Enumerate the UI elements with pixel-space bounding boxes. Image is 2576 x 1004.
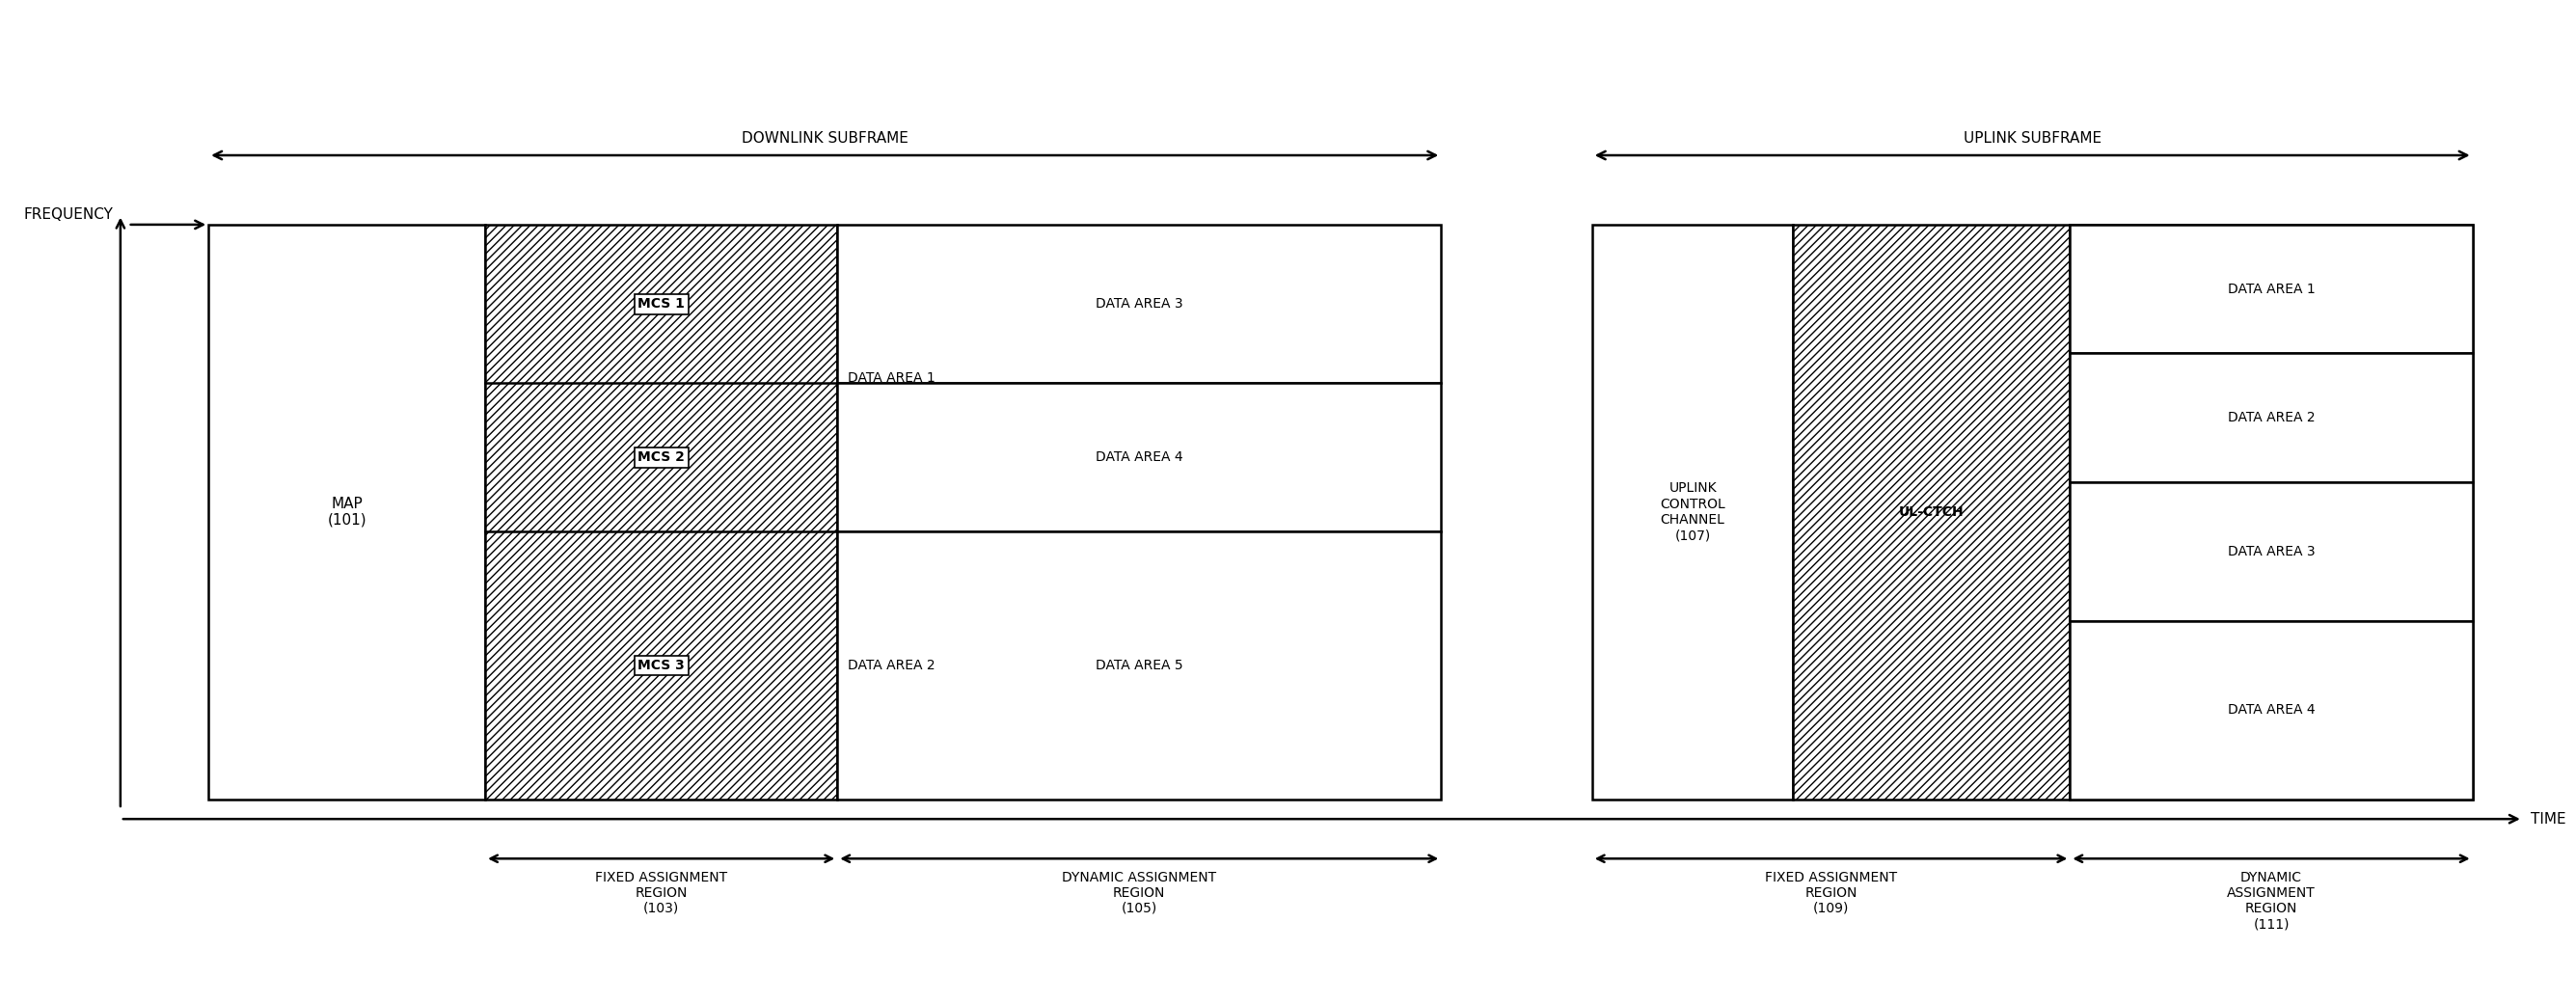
Bar (1793, 225, 2071, 799)
Text: FREQUENCY: FREQUENCY (23, 207, 113, 222)
Text: DATA AREA 2: DATA AREA 2 (2228, 411, 2316, 425)
Bar (2071, 353, 2473, 482)
Bar (2071, 482, 2473, 620)
Bar (837, 225, 1440, 384)
Text: UPLINK SUBFRAME: UPLINK SUBFRAME (1963, 131, 2102, 146)
Bar (837, 532, 1440, 799)
Text: DATA AREA 1: DATA AREA 1 (2228, 282, 2316, 296)
Text: TIME: TIME (2530, 812, 2566, 826)
Text: DYNAMIC
ASSIGNMENT
REGION
(111): DYNAMIC ASSIGNMENT REGION (111) (2228, 870, 2316, 931)
Text: DATA AREA 1: DATA AREA 1 (848, 371, 935, 385)
Text: FIXED ASSIGNMENT
REGION
(109): FIXED ASSIGNMENT REGION (109) (1765, 870, 1896, 916)
Text: MCS 3: MCS 3 (639, 659, 685, 673)
Bar (484, 225, 837, 799)
Bar (1592, 225, 1793, 799)
Text: DATA AREA 3: DATA AREA 3 (1095, 297, 1182, 310)
Bar (2071, 620, 2473, 799)
Text: DATA AREA 2: DATA AREA 2 (848, 659, 935, 673)
Text: DATA AREA 4: DATA AREA 4 (1095, 451, 1182, 464)
Bar (2071, 225, 2473, 799)
Text: MCS 2: MCS 2 (639, 451, 685, 464)
Text: DOWNLINK SUBFRAME: DOWNLINK SUBFRAME (742, 131, 909, 146)
Text: MCS 1: MCS 1 (639, 297, 685, 310)
Bar (2071, 225, 2473, 353)
Text: DATA AREA 4: DATA AREA 4 (2228, 703, 2316, 717)
Text: UPLINK
CONTROL
CHANNEL
(107): UPLINK CONTROL CHANNEL (107) (1659, 482, 1726, 542)
Text: DATA AREA 5: DATA AREA 5 (1095, 659, 1182, 673)
Text: UL-CTCH: UL-CTCH (1899, 505, 1965, 519)
Bar (209, 225, 484, 799)
Bar (837, 384, 1440, 532)
Text: MAP
(101): MAP (101) (327, 496, 366, 527)
Text: DYNAMIC ASSIGNMENT
REGION
(105): DYNAMIC ASSIGNMENT REGION (105) (1061, 870, 1216, 916)
Text: DATA AREA 3: DATA AREA 3 (2228, 545, 2316, 558)
Text: FIXED ASSIGNMENT
REGION
(103): FIXED ASSIGNMENT REGION (103) (595, 870, 726, 916)
